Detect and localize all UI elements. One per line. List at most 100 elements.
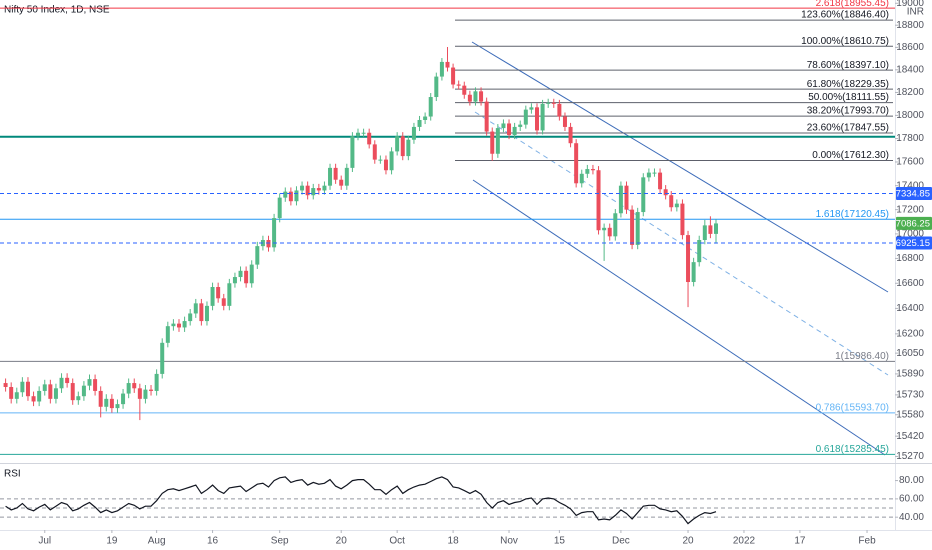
candle-body xyxy=(199,303,204,322)
candle-body xyxy=(188,313,193,322)
x-tick-label: 20 xyxy=(336,536,348,547)
candle-body xyxy=(400,136,405,157)
candle-body xyxy=(389,151,394,171)
candle-body xyxy=(439,61,444,77)
candle-body xyxy=(115,404,120,409)
y-tick-label: 17000 xyxy=(896,229,924,240)
candle-body xyxy=(618,185,623,214)
y-tick-label: 15730 xyxy=(896,390,924,401)
level-label: 1(15986.40) xyxy=(835,351,889,362)
candle-body xyxy=(602,227,607,231)
x-tick-label: Nov xyxy=(500,536,518,547)
y-tick-label: 17200 xyxy=(896,204,924,215)
candle-body xyxy=(635,212,640,245)
candle-body xyxy=(680,203,685,236)
candle-body xyxy=(160,342,165,374)
fib-label: 78.60%(18397.10) xyxy=(807,60,889,71)
candle-body xyxy=(204,305,209,322)
candle-body xyxy=(568,126,573,144)
chart-title: Nifty 50 Index, 1D, NSE xyxy=(4,5,110,16)
candle-body xyxy=(473,91,478,102)
candle-body xyxy=(132,383,137,389)
candle-body xyxy=(244,270,249,284)
fib-label: 100.00%(18610.75) xyxy=(801,36,889,47)
y-tick-label: 16600 xyxy=(896,278,924,289)
candle-body xyxy=(255,246,260,265)
candle-body xyxy=(702,225,707,241)
candle-body xyxy=(81,385,86,397)
candle-body xyxy=(53,388,58,399)
candle-body xyxy=(165,326,170,343)
candle-body xyxy=(143,389,148,399)
level-label: 2.618(18955.45) xyxy=(816,0,889,9)
y-tick-label: 18400 xyxy=(896,64,924,75)
candle-body xyxy=(411,126,416,140)
candle-body xyxy=(501,123,506,129)
rsi-label: RSI xyxy=(4,469,21,480)
y-tick-label: 16200 xyxy=(896,328,924,339)
x-tick-label: 20 xyxy=(682,536,694,547)
candle-body xyxy=(76,396,81,401)
x-tick-label: 17 xyxy=(794,536,806,547)
candle-body xyxy=(182,321,187,328)
candle-body xyxy=(221,298,226,306)
candle-body xyxy=(686,235,691,283)
candle-body xyxy=(428,97,433,117)
candle-body xyxy=(59,377,64,389)
candle-body xyxy=(585,169,590,174)
level-label: 0.786(15593.70) xyxy=(816,403,889,414)
candle-body xyxy=(339,179,344,186)
candle-body xyxy=(305,185,310,196)
candle-body xyxy=(507,123,512,136)
candle-body xyxy=(607,227,612,237)
candle-body xyxy=(417,119,422,127)
y-tick-label: 18600 xyxy=(896,42,924,53)
candle-body xyxy=(311,188,316,196)
candle-body xyxy=(540,103,545,131)
candle-body xyxy=(479,91,484,102)
candle-body xyxy=(495,128,500,154)
candle-body xyxy=(512,126,517,136)
y-tick-label: 15890 xyxy=(896,369,924,380)
candle-body xyxy=(350,136,355,168)
y-tick-label: 15270 xyxy=(896,451,924,462)
y-tick-label: 17600 xyxy=(896,157,924,168)
candle-body xyxy=(630,209,635,245)
x-tick-label: 19 xyxy=(106,536,118,547)
candle-body xyxy=(283,191,288,198)
candle-body xyxy=(154,373,159,391)
candle-body xyxy=(372,144,377,160)
candle-body xyxy=(551,102,556,104)
candle-body xyxy=(216,287,221,299)
y-tick-label: 18000 xyxy=(896,110,924,121)
candle-body xyxy=(674,203,679,208)
price-tag xyxy=(896,216,932,230)
candle-body xyxy=(109,398,114,409)
candle-body xyxy=(3,383,8,387)
candle-body xyxy=(294,190,299,202)
y-tick-label: 16400 xyxy=(896,303,924,314)
fib-label: 50.00%(18111.55) xyxy=(808,92,889,103)
price-tag-label: 16925.15 xyxy=(890,238,930,249)
candle-body xyxy=(70,383,75,401)
candle-body xyxy=(42,384,47,391)
candle-body xyxy=(14,392,19,399)
x-tick-label: 18 xyxy=(448,536,460,547)
candle-body xyxy=(535,107,539,131)
candle-body xyxy=(406,139,411,157)
candle-body xyxy=(557,103,562,117)
candle-body xyxy=(121,393,126,405)
candle-body xyxy=(663,189,668,196)
candle-body xyxy=(37,390,42,402)
candle-body xyxy=(25,381,30,397)
candle-body xyxy=(322,185,327,191)
candle-body xyxy=(596,170,601,231)
candle-body xyxy=(624,185,629,210)
candle-body xyxy=(227,283,232,306)
x-tick-label: 15 xyxy=(554,536,566,547)
candle-body xyxy=(467,94,472,102)
y-tick-label: 19000 xyxy=(896,0,924,9)
candle-body xyxy=(484,101,489,132)
y-tick-label: 17400 xyxy=(896,180,924,191)
